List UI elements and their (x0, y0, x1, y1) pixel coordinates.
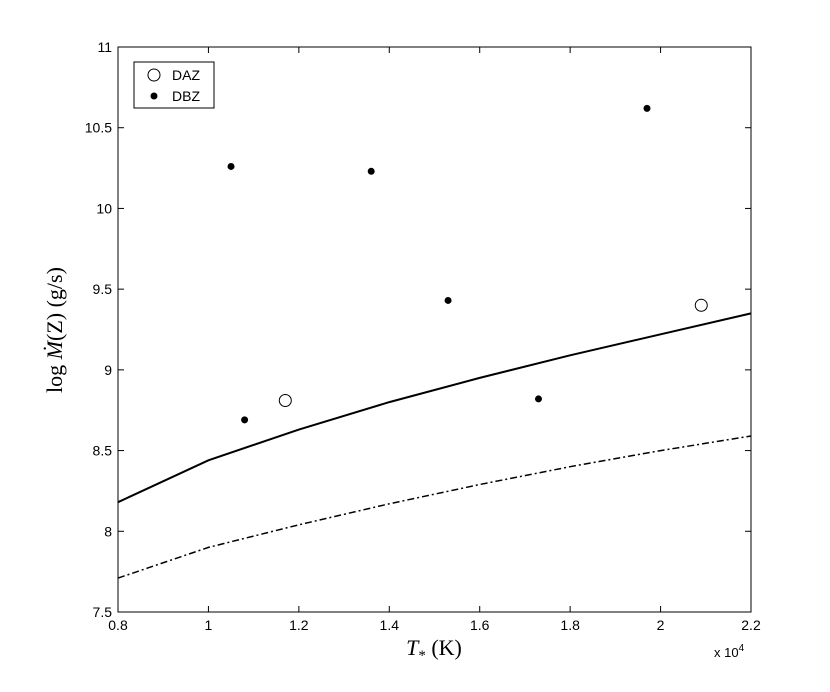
y-tick-label: 9 (104, 362, 112, 378)
plot-frame (117, 46, 752, 613)
x-tick-label: 2 (657, 617, 665, 633)
y-tick-label: 10.5 (85, 120, 112, 136)
y-tick-label: 7.5 (93, 604, 113, 620)
y-tick-label: 8 (104, 523, 112, 539)
x-tick-label: 1.8 (560, 617, 580, 633)
x-tick-label: 0.8 (108, 617, 128, 633)
x-multiplier-exponent: 4 (739, 643, 745, 654)
y-tick-label: 9.5 (93, 281, 113, 297)
dbz-point (643, 104, 651, 112)
y-tick-label: 8.5 (93, 443, 113, 459)
solid-curve (117, 312, 752, 504)
dbz-point (444, 296, 452, 304)
dbz-point (227, 162, 235, 170)
y-axis-label: log Ṁ(Z) (g/s) (42, 267, 67, 393)
x-axis-label: T* (K) (406, 635, 462, 664)
y-axis-log: log (42, 359, 67, 393)
curve-layer (117, 312, 752, 579)
x-multiplier-label: x 104 (714, 643, 745, 660)
y-axis-symbol: Ṁ (42, 339, 67, 360)
dbz-point (534, 395, 542, 403)
x-tick-label: 1.2 (289, 617, 309, 633)
dash-dot-curve (117, 435, 752, 579)
dbz-point (241, 416, 249, 424)
x-axis-subscript: * (418, 648, 426, 664)
legend-box (133, 61, 215, 109)
daz-point (278, 394, 292, 408)
x-tick-label: 1.6 (470, 617, 490, 633)
x-axis-symbol: T (406, 635, 420, 660)
x-tick-label: 2.2 (741, 617, 761, 633)
legend-marker-daz (147, 68, 161, 82)
tick-layer: 0.8 1 1.2 1.4 1.6 1.8 2 2.2 7.5 8 8.5 9 9.5 10 10.5 11 (85, 39, 761, 633)
x-multiplier-base: x 10 (714, 645, 739, 660)
y-axis-unit: (Z) (g/s) (42, 267, 67, 341)
legend-marker-dbz (150, 92, 158, 100)
dbz-point (367, 167, 375, 175)
daz-point (694, 298, 708, 312)
legend: DAZ DBZ (133, 61, 215, 109)
legend-label-dbz: DBZ (172, 88, 200, 104)
plot-background (118, 47, 751, 612)
x-tick-label: 1.4 (380, 617, 400, 633)
point-layer (227, 104, 708, 424)
y-tick-label: 10 (96, 200, 112, 216)
legend-label-daz: DAZ (172, 67, 200, 83)
y-tick-label: 11 (97, 39, 112, 55)
x-axis-unit: (K) (426, 635, 462, 660)
x-tick-label: 1 (205, 617, 213, 633)
